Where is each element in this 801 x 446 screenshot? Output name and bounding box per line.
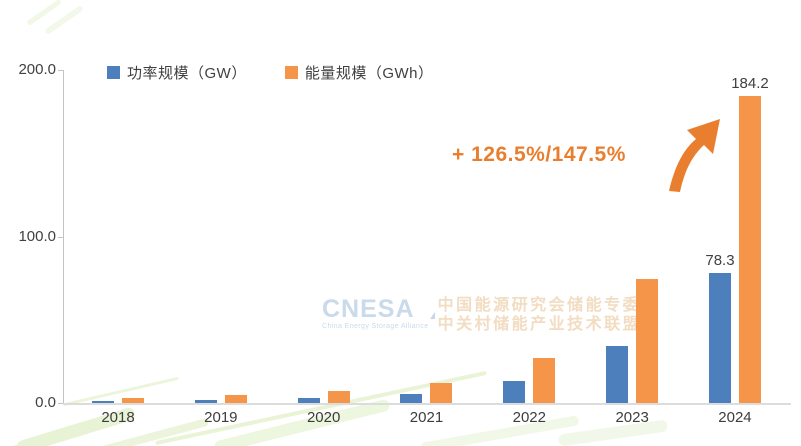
x-axis-label-2022: 2022 <box>512 409 546 426</box>
y-axis-tick <box>58 403 63 404</box>
chart-legend: 功率规模（GW） 能量规模（GWh） <box>107 62 434 83</box>
decorative-streak <box>44 4 84 36</box>
x-axis-label-2021: 2021 <box>409 409 444 426</box>
cnesa-tagline: China Energy Storage Alliance <box>322 323 429 330</box>
legend-swatch-power <box>107 66 120 79</box>
decorative-streak <box>26 0 62 27</box>
cnesa-logo-mark <box>429 312 435 319</box>
growth-annotation: + 126.5%/147.5% <box>452 143 626 166</box>
x-axis <box>63 403 791 405</box>
legend-swatch-energy <box>284 66 298 79</box>
x-axis-label-2018: 2018 <box>101 409 135 426</box>
watermark-cn-line1: 中国能源研究会储能专委会 <box>437 297 660 314</box>
growth-arrow-icon <box>666 117 726 193</box>
y-axis-label: 100.0 <box>18 227 56 245</box>
x-axis-label-2019: 2019 <box>204 409 238 426</box>
data-label-power-2024: 78.3 <box>705 251 735 269</box>
bar-power-2019 <box>194 400 217 403</box>
bar-energy-2023 <box>636 278 659 403</box>
legend-item-power: 功率规模（GW） <box>107 62 247 83</box>
bar-power-2021 <box>400 393 423 403</box>
legend-label-power: 功率规模（GW） <box>127 65 247 82</box>
bar-energy-2022 <box>533 357 556 403</box>
bar-power-2022 <box>503 381 526 403</box>
decorative-streak <box>63 376 179 407</box>
y-axis-label: 0.0 <box>35 394 56 411</box>
decorative-streak <box>155 370 487 446</box>
bar-power-2024 <box>708 272 731 403</box>
bar-power-2020 <box>297 397 320 403</box>
x-axis-label-2023: 2023 <box>615 409 649 426</box>
x-axis-label-2020: 2020 <box>306 409 341 426</box>
x-axis-label-2024: 2024 <box>718 409 752 426</box>
bar-energy-2020 <box>327 390 350 403</box>
data-label-energy-2024: 184.2 <box>731 75 769 93</box>
y-axis-tick <box>58 236 63 238</box>
bar-energy-2019 <box>224 394 247 403</box>
bar-power-2023 <box>606 345 629 403</box>
watermark-cn-line2: 中关村储能产业技术联盟 <box>437 316 642 333</box>
legend-item-energy: 能量规模（GWh） <box>284 62 434 83</box>
bar-energy-2024 <box>738 96 761 403</box>
y-axis <box>63 70 64 403</box>
legend-label-energy: 能量规模（GWh） <box>304 65 434 82</box>
bar-energy-2021 <box>430 383 453 403</box>
cnesa-logo: CNESA <box>322 295 415 323</box>
bar-energy-2018 <box>122 397 144 403</box>
cnesa-watermark: CNESA China Energy Storage Alliance 中国能源… <box>322 296 660 334</box>
y-axis-label: 200.0 <box>18 61 56 78</box>
y-axis-tick <box>58 70 63 71</box>
decorative-streak <box>0 425 72 446</box>
bar-power-2018 <box>92 401 114 403</box>
